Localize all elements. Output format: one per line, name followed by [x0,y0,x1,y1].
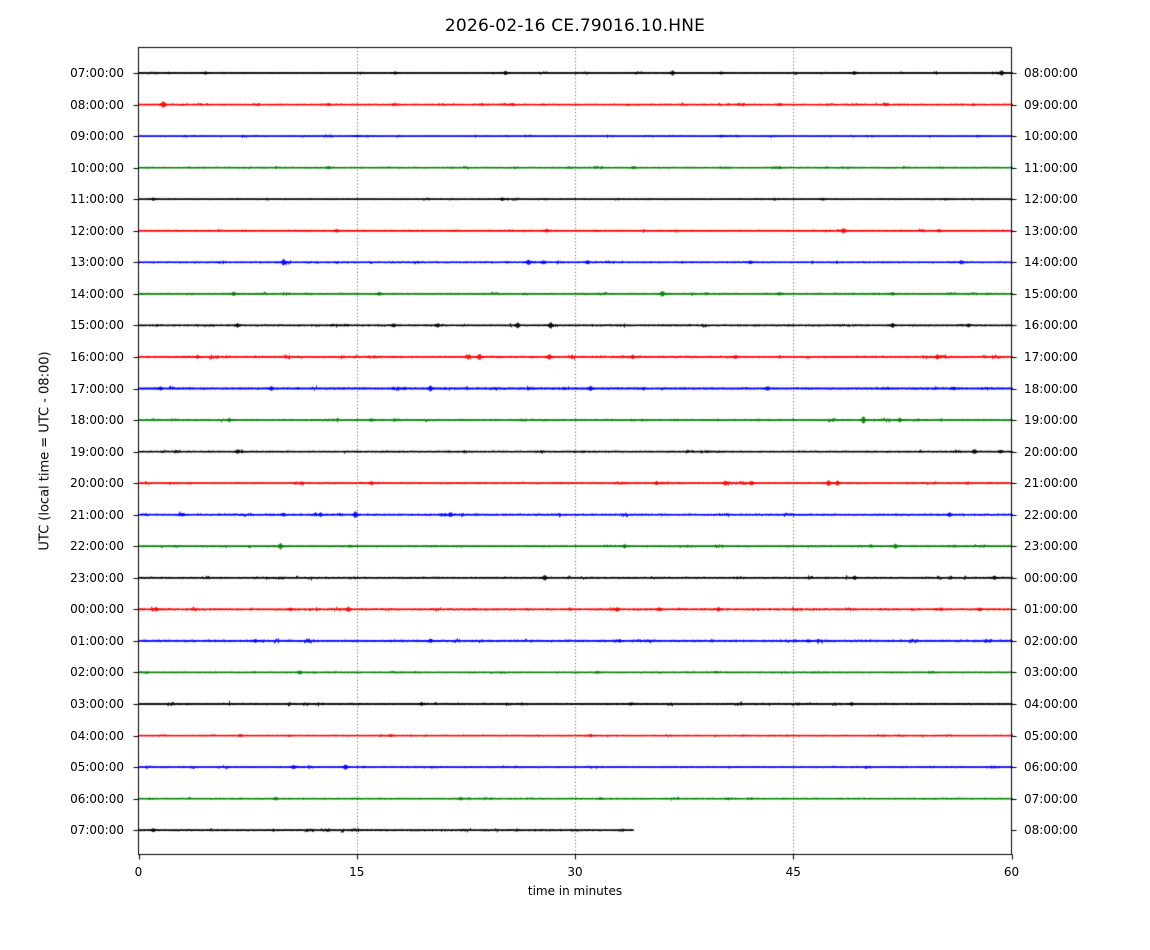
y-tick-label-right: 07:00:00 [1024,791,1078,806]
y-tick-label-right: 15:00:00 [1024,286,1078,301]
x-tick-label: 45 [785,865,801,879]
y-tick-label-left: 23:00:00 [70,570,124,585]
y-tick-label-left: 18:00:00 [70,413,124,428]
y-tick-label-right: 01:00:00 [1024,602,1078,617]
x-axis-label: time in minutes [527,884,623,898]
y-tick-label-right: 00:00:00 [1024,570,1078,585]
y-tick-label-right: 22:00:00 [1024,507,1078,522]
y-tick-label-right: 11:00:00 [1024,160,1078,175]
y-tick-label-right: 19:00:00 [1024,413,1078,428]
y-tick-label-left: 07:00:00 [70,823,124,838]
y-tick-label-right: 06:00:00 [1024,760,1078,775]
y-tick-label-right: 08:00:00 [1024,66,1078,80]
y-tick-label-left: 21:00:00 [70,507,124,522]
y-tick-label-left: 12:00:00 [70,223,124,238]
chart-title: 2026-02-16 CE.79016.10.HNE [444,16,706,36]
y-tick-label-left: 17:00:00 [70,381,124,396]
y-tick-label-left: 02:00:00 [70,665,124,680]
y-tick-label-right: 13:00:00 [1024,223,1078,238]
y-tick-label-left: 14:00:00 [70,286,124,301]
y-tick-label-right: 12:00:00 [1024,192,1078,207]
x-tick-label: 15 [349,865,365,879]
y-tick-label-right: 17:00:00 [1024,349,1078,364]
y-tick-label-right: 16:00:00 [1024,318,1078,333]
y-tick-label-right: 04:00:00 [1024,697,1078,711]
y-tick-label-right: 10:00:00 [1024,129,1078,144]
y-tick-label-right: 02:00:00 [1024,633,1078,648]
y-tick-label-left: 19:00:00 [70,444,124,459]
y-tick-label-left: 11:00:00 [70,192,124,207]
y-tick-label-left: 06:00:00 [70,791,124,806]
y-tick-label-left: 20:00:00 [70,476,124,491]
y-tick-label-left: 07:00:00 [70,66,124,80]
x-tick-label: 30 [567,865,583,879]
y-tick-label-left: 08:00:00 [70,97,124,112]
y-tick-label-left: 13:00:00 [70,255,124,270]
y-tick-label-left: 03:00:00 [70,697,124,711]
y-tick-label-right: 23:00:00 [1024,539,1078,554]
y-tick-label-left: 01:00:00 [70,633,124,648]
y-tick-label-left: 05:00:00 [70,760,124,775]
y-tick-label-right: 03:00:00 [1024,665,1078,680]
left-tick-labels: 07:00:00 08:00:00 09:00:00 10:00:00 11:00:00… [0,0,124,950]
y-tick-label-right: 09:00:00 [1024,97,1078,112]
y-tick-label-left: 09:00:00 [70,129,124,144]
y-tick-label-left: 22:00:00 [70,539,124,554]
y-tick-label-right: 14:00:00 [1024,255,1078,270]
x-tick-label: 60 [1003,865,1020,879]
y-tick-label-right: 20:00:00 [1024,444,1078,459]
y-tick-label-right: 18:00:00 [1024,381,1078,396]
y-tick-label-left: 15:00:00 [70,318,124,333]
x-tick-label: 0 [134,865,143,879]
y-tick-label-left: 00:00:00 [70,602,124,617]
y-tick-label-right: 08:00:00 [1024,823,1078,838]
y-tick-label-left: 04:00:00 [70,728,124,743]
y-tick-label-right: 05:00:00 [1024,728,1078,743]
y-tick-label-right: 21:00:00 [1024,476,1078,491]
y-tick-label-left: 16:00:00 [70,349,124,364]
y-tick-label-left: 10:00:00 [70,160,124,175]
right-tick-labels: 08:00:00 09:00:00 10:00:00 11:00:00 12:00:00… [1024,0,1150,950]
